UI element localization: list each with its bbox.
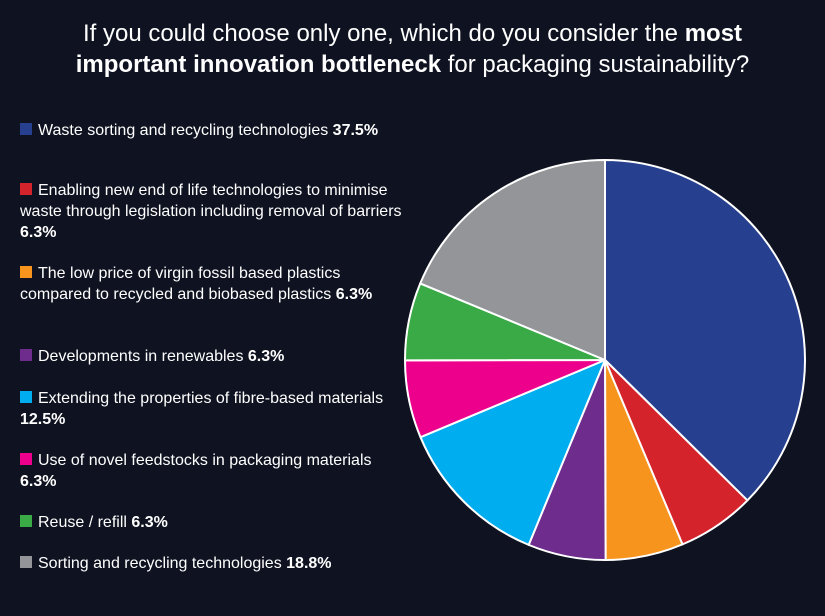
legend-percent: 6.3% [20,224,57,241]
legend-percent: 6.3% [20,473,57,490]
legend-item: Use of novel feedstocks in packaging mat… [20,450,405,492]
legend-percent: 6.3% [335,286,373,303]
legend-percent: 6.3% [131,514,168,531]
legend-item: Extending the properties of fibre-based … [20,388,405,430]
legend-swatch [20,266,32,278]
legend-swatch [20,391,32,403]
legend-percent: 12.5% [20,411,66,428]
legend-swatch [20,183,32,195]
legend-item: The low price of virgin fossil based pla… [20,263,405,305]
legend-item: Developments in renewables 6.3% [20,346,405,367]
legend-percent: 6.3% [247,348,285,365]
legend-label: The low price of virgin fossil based pla… [20,265,341,303]
legend-percent: 18.8% [286,555,332,572]
legend-label: Reuse / refill [38,514,132,531]
title-text-1: If you could choose only one, which do y… [82,20,685,47]
legend-swatch [20,349,32,361]
legend-item: Reuse / refill 6.3% [20,512,405,533]
pie-slice [604,159,806,502]
legend-item: Sorting and recycling technologies 18.8% [20,553,405,574]
legend-label: Enabling new end of life technologies to… [20,182,402,220]
legend-label: Extending the properties of fibre-based … [38,390,384,407]
legend-swatch [20,515,32,527]
legend-item: Waste sorting and recycling technologies… [20,120,405,141]
title-bold-1: most [684,20,743,47]
legend-label: Use of novel feedstocks in packaging mat… [38,452,372,469]
title-bold-2: important innovation bottleneck [75,51,442,78]
pie-slice [419,359,606,546]
pie-slice [419,159,606,361]
legend-swatch [20,123,32,135]
pie-chart [404,159,806,561]
legend-label: Developments in renewables [38,348,248,365]
legend-label: Sorting and recycling technologies [38,555,287,572]
title-text-2: for packaging sustainability? [441,51,750,78]
chart-title: If you could choose only one, which do y… [20,18,805,80]
legend-item: Enabling new end of life technologies to… [20,180,405,243]
legend-label: Waste sorting and recycling technologies [38,122,333,139]
legend-swatch [20,453,32,465]
legend-percent: 37.5% [332,122,379,139]
legend-swatch [20,556,32,568]
